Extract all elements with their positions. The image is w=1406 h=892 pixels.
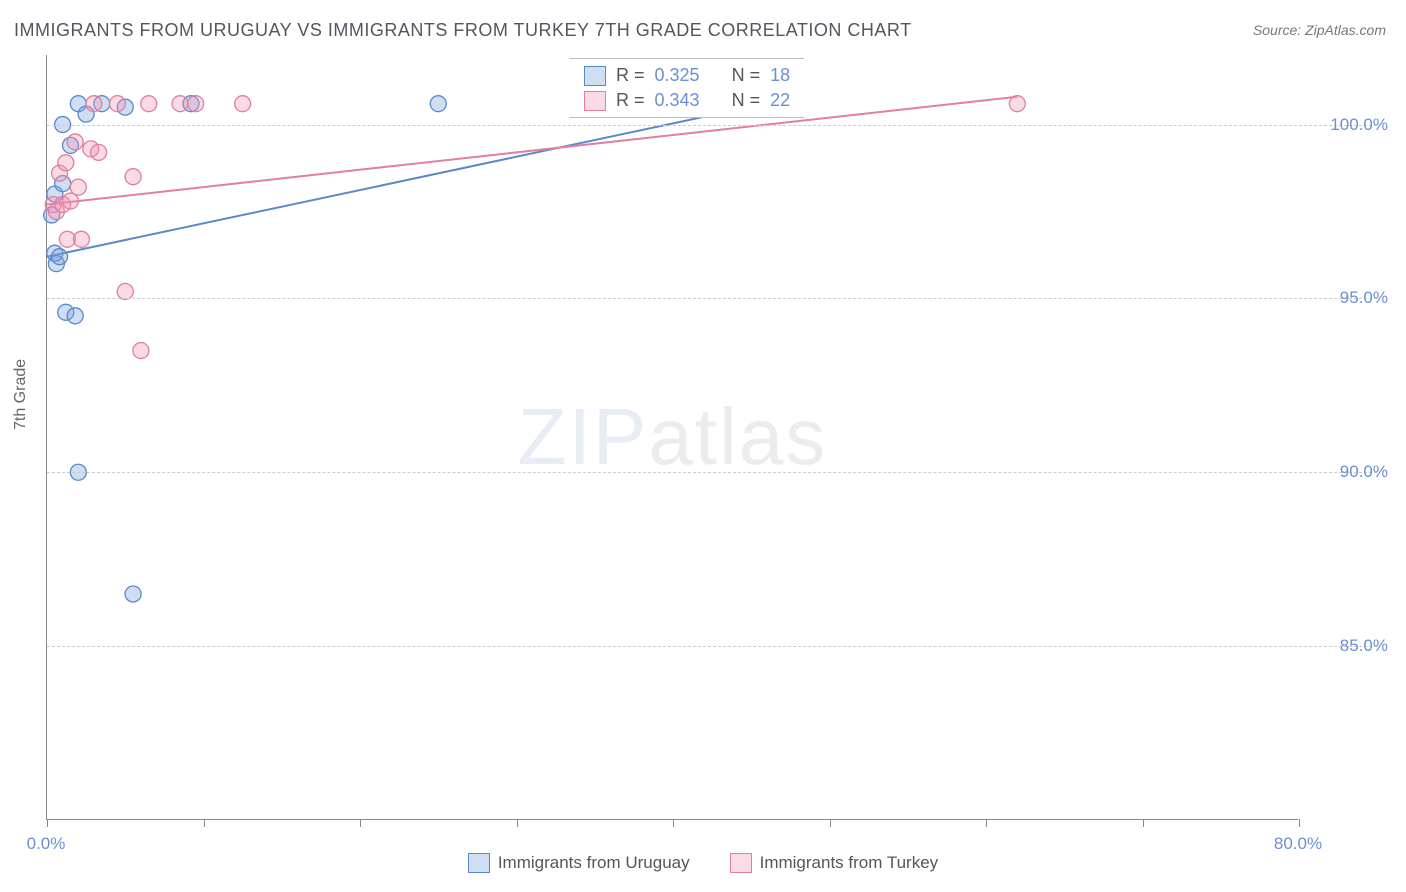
x-tick bbox=[517, 819, 518, 827]
scatter-point bbox=[52, 249, 68, 265]
stats-row: R = 0.343 N = 22 bbox=[570, 88, 804, 113]
r-value: 0.343 bbox=[655, 90, 700, 111]
legend-swatch-icon bbox=[730, 853, 752, 873]
scatter-point bbox=[70, 179, 86, 195]
legend-label: Immigrants from Uruguay bbox=[498, 853, 690, 873]
series-swatch-icon bbox=[584, 66, 606, 86]
legend-bottom: Immigrants from Uruguay Immigrants from T… bbox=[0, 853, 1406, 878]
x-tick bbox=[1143, 819, 1144, 827]
r-label: R = bbox=[616, 90, 645, 111]
plot-svg bbox=[47, 55, 1298, 819]
x-tick bbox=[830, 819, 831, 827]
scatter-point bbox=[141, 96, 157, 112]
scatter-point bbox=[86, 96, 102, 112]
scatter-point bbox=[430, 96, 446, 112]
scatter-point bbox=[235, 96, 251, 112]
legend-label: Immigrants from Turkey bbox=[760, 853, 939, 873]
r-value: 0.325 bbox=[655, 65, 700, 86]
source-attribution: Source: ZipAtlas.com bbox=[1253, 22, 1386, 38]
x-tick bbox=[986, 819, 987, 827]
x-tick bbox=[360, 819, 361, 827]
n-label: N = bbox=[732, 90, 761, 111]
scatter-point bbox=[125, 586, 141, 602]
gridline-horizontal bbox=[47, 472, 1377, 473]
trend-line bbox=[47, 97, 798, 257]
scatter-point bbox=[67, 134, 83, 150]
correlation-stats-box: R = 0.325 N = 18 R = 0.343 N = 22 bbox=[570, 58, 804, 118]
y-tick-label: 100.0% bbox=[1330, 115, 1388, 135]
chart-title: IMMIGRANTS FROM URUGUAY VS IMMIGRANTS FR… bbox=[14, 20, 912, 41]
series-swatch-icon bbox=[584, 91, 606, 111]
scatter-point bbox=[117, 283, 133, 299]
gridline-horizontal bbox=[47, 125, 1377, 126]
gridline-horizontal bbox=[47, 646, 1377, 647]
x-tick-label: 80.0% bbox=[1274, 834, 1322, 854]
stats-row: R = 0.325 N = 18 bbox=[570, 63, 804, 88]
gridline-horizontal bbox=[47, 298, 1377, 299]
scatter-point bbox=[73, 231, 89, 247]
legend-swatch-icon bbox=[468, 853, 490, 873]
y-tick-label: 85.0% bbox=[1340, 636, 1388, 656]
scatter-point bbox=[172, 96, 188, 112]
n-label: N = bbox=[732, 65, 761, 86]
y-tick-label: 95.0% bbox=[1340, 288, 1388, 308]
x-tick bbox=[673, 819, 674, 827]
scatter-point bbox=[1009, 96, 1025, 112]
legend-item: Immigrants from Uruguay bbox=[468, 853, 690, 873]
n-value: 22 bbox=[770, 90, 790, 111]
x-tick bbox=[1299, 819, 1300, 827]
x-tick bbox=[47, 819, 48, 827]
n-value: 18 bbox=[770, 65, 790, 86]
r-label: R = bbox=[616, 65, 645, 86]
x-tick bbox=[204, 819, 205, 827]
y-tick-label: 90.0% bbox=[1340, 462, 1388, 482]
scatter-point bbox=[109, 96, 125, 112]
x-tick-label: 0.0% bbox=[27, 834, 66, 854]
scatter-point bbox=[188, 96, 204, 112]
scatter-point bbox=[91, 144, 107, 160]
scatter-point bbox=[58, 155, 74, 171]
plot-area: ZIPatlas bbox=[46, 55, 1298, 820]
scatter-point bbox=[67, 308, 83, 324]
y-axis-label: 7th Grade bbox=[12, 359, 30, 430]
scatter-point bbox=[125, 169, 141, 185]
trend-line bbox=[47, 97, 1017, 205]
legend-item: Immigrants from Turkey bbox=[730, 853, 939, 873]
scatter-point bbox=[133, 343, 149, 359]
